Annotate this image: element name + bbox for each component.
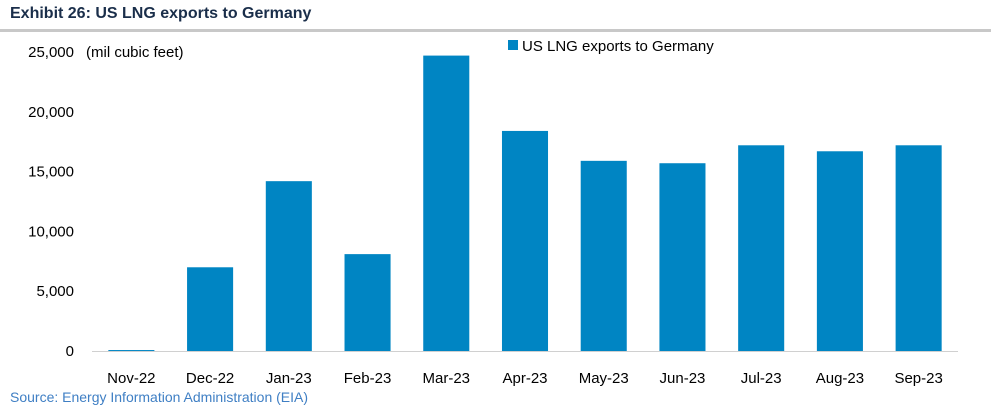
x-tick-label: Dec-22 (186, 370, 234, 387)
x-tick-label: Sep-23 (894, 370, 942, 387)
bar-dec-22 (187, 267, 234, 351)
bar-feb-23 (344, 254, 391, 351)
legend-swatch (508, 40, 518, 50)
bar-nov-22 (108, 350, 155, 352)
chart-title: Exhibit 26: US LNG exports to Germany (10, 5, 312, 22)
y-axis-unit-label: (mil cubic feet) (86, 44, 184, 61)
bar-sep-23 (895, 145, 942, 351)
y-axis: 0 5,000 10,000 15,000 20,000 25,000 (28, 44, 74, 360)
y-tick-label: 15,000 (28, 164, 74, 181)
x-tick-label: Apr-23 (502, 370, 547, 387)
y-tick-label: 20,000 (28, 104, 74, 121)
x-tick-label: Aug-23 (816, 370, 864, 387)
x-tick-label: Jun-23 (660, 370, 706, 387)
x-axis: Nov-22 Dec-22 Jan-23 Feb-23 Mar-23 Apr-23 May-… (107, 370, 943, 387)
bar-apr-23 (501, 130, 549, 351)
bar-mar-23 (423, 55, 470, 351)
bar-jan-23 (265, 181, 312, 351)
bar-series (108, 55, 942, 352)
x-tick-label: Jul-23 (741, 370, 782, 387)
legend: US LNG exports to Germany (508, 38, 714, 55)
bar-jun-23 (659, 163, 706, 351)
x-tick-label: Jan-23 (266, 370, 312, 387)
x-tick-label: Feb-23 (344, 370, 392, 387)
legend-label: US LNG exports to Germany (522, 38, 714, 55)
x-tick-label: May-23 (579, 370, 629, 387)
y-tick-label: 10,000 (28, 223, 74, 240)
x-tick-label: Mar-23 (423, 370, 471, 387)
bar-may-23 (580, 160, 627, 351)
title-divider (0, 29, 991, 32)
y-tick-label: 0 (66, 343, 74, 360)
bar-jul-23 (738, 145, 785, 351)
bar-aug-23 (816, 151, 863, 351)
x-tick-label: Nov-22 (107, 370, 155, 387)
y-tick-label: 5,000 (36, 283, 74, 300)
source-note: Source: Energy Information Administratio… (10, 389, 309, 405)
y-tick-label: 25,000 (28, 44, 74, 61)
